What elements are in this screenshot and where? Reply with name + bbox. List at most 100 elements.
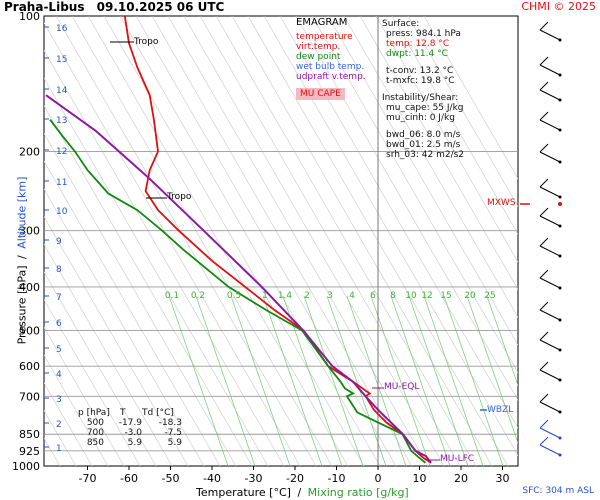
mixing-ratio-line: [195, 295, 256, 466]
wind-barb: [539, 29, 561, 41]
wind-barb: [539, 151, 561, 163]
y-axis-alt-label: Altitude [km]: [15, 176, 29, 249]
wind-barb-dot: [558, 160, 562, 164]
table-row: 850 5.9 5.9: [78, 438, 182, 448]
km-tick-label: 11: [56, 178, 67, 188]
km-tick-label: 15: [56, 55, 67, 65]
dry-adiabat: [0, 16, 12, 466]
dry-adiabat: [44, 326, 125, 466]
dry-adiabat: [44, 49, 285, 466]
mixing-ratio-label: 10: [405, 291, 417, 301]
wind-barb: [539, 64, 561, 76]
km-tick-label: 5: [56, 345, 62, 355]
dry-adiabat: [327, 16, 518, 346]
km-tick-label: 9: [56, 237, 62, 247]
dry-adiabat: [71, 16, 333, 466]
dry-adiabat: [44, 132, 237, 466]
dry-adiabat: [375, 16, 518, 263]
dry-adiabat: [87, 16, 349, 466]
mixing-ratio-label: 25: [484, 291, 495, 301]
wind-barb: [539, 339, 561, 351]
dry-adiabat: [44, 382, 93, 466]
x-tick-label: -60: [120, 472, 138, 485]
p-tick-label: 300: [19, 225, 40, 238]
km-tick-label: 6: [56, 319, 62, 329]
wind-barb: [539, 119, 561, 131]
legend-dew-point: dew point: [296, 52, 341, 62]
mixing-ratio-label: 0.5: [227, 291, 241, 301]
mu-cinh-value: mu_cinh: 0 J/kg: [386, 113, 455, 123]
dry-adiabat: [44, 354, 109, 466]
p-tick-label: 1000: [12, 460, 40, 473]
x-tick-label: -50: [162, 472, 180, 485]
series-line-temperature: [123, 16, 432, 464]
mixing-ratio-line: [168, 295, 229, 466]
x-tick-label: 10: [413, 472, 427, 485]
x-tick-label: -40: [203, 472, 221, 485]
bwd-01-value: bwd_01: 2.5 m/s: [386, 140, 461, 150]
copyright: CHMI © 2025: [521, 0, 596, 13]
wind-barb-dot: [558, 318, 562, 322]
wind-barb-flag: [539, 301, 549, 311]
table-header-p: p [hPa]: [78, 408, 110, 418]
table-header-t: T: [120, 408, 126, 418]
mixing-ratio-label: 1: [262, 291, 268, 301]
station-name: Praha-Libus: [4, 0, 85, 14]
wind-barb-flag: [539, 393, 549, 403]
table-row: 500 -17.9 -18.3: [78, 418, 182, 428]
dry-adiabat: [183, 16, 445, 466]
surface-title: Surface:: [382, 19, 420, 29]
srh-03-value: srh_03: 42 m2/s2: [386, 150, 465, 160]
table-cell-td: 5.9: [167, 438, 182, 448]
wind-barb-dot: [558, 436, 562, 440]
dry-adiabat: [44, 105, 253, 466]
wind-barb-flag: [539, 56, 549, 66]
dry-adiabat: [215, 16, 477, 466]
station-title: Praha-Libus 09.10.2025 06 UTC: [4, 0, 224, 14]
table-cell-t: -3.0: [124, 428, 142, 438]
wind-barb-flag: [539, 419, 549, 429]
surface-press: press: 984.1 hPa: [386, 29, 461, 39]
mixing-ratio-line: [326, 295, 387, 466]
p-tick-label: 400: [19, 281, 40, 294]
mixing-ratio-label: 12: [421, 291, 432, 301]
wind-barb: [539, 186, 561, 198]
p-tick-label: 600: [19, 360, 40, 373]
x-tick-label: -20: [286, 472, 304, 485]
series-line-udpraft-v-temp-: [45, 94, 432, 464]
wind-barb-flag: [539, 178, 549, 188]
mu-eql-label: MU-EQL: [384, 382, 420, 392]
plot-frame: [43, 15, 519, 467]
dry-adiabat: [391, 16, 518, 235]
p-tick-label: 925: [19, 445, 40, 458]
table-cell-td: -7.5: [164, 428, 182, 438]
mixing-ratio-label: 2: [304, 291, 310, 301]
table-cell-p: 500: [86, 418, 104, 428]
wind-barb: [539, 444, 561, 456]
surface-dwpt: dwpt: 11.4 °C: [386, 49, 448, 59]
dry-adiabat: [135, 16, 397, 466]
legend-temperature: temperature: [296, 32, 353, 42]
y-axis-sep: /: [15, 255, 29, 259]
p-tick-label: 850: [19, 428, 40, 441]
t-conv: t-conv: 13.2 °C: [386, 66, 454, 76]
x-tick-label: 30: [496, 472, 510, 485]
x-axis-sep: /: [297, 486, 302, 499]
km-tick-label: 4: [56, 370, 62, 380]
mixing-ratio-line: [443, 295, 504, 466]
km-tick-label: 7: [56, 293, 62, 303]
mixing-ratio-line: [230, 295, 291, 466]
km-tick-label: 16: [56, 24, 68, 34]
dry-adiabat: [199, 16, 461, 466]
mixing-ratio-label: 0.1: [165, 291, 179, 301]
mu-cape-badge: MU CAPE: [296, 88, 345, 100]
mixing-ratio-label: 0.2: [191, 291, 205, 301]
mxws-label: MXWS: [487, 198, 516, 208]
mixing-ratio-line: [370, 295, 431, 466]
mixing-ratio-label: 3: [327, 291, 333, 301]
mixing-ratio-label: 1.4: [278, 291, 293, 301]
legend-updraft: udpraft v.temp.: [296, 72, 366, 82]
legend-wet-bulb: wet bulb temp.: [296, 62, 365, 72]
x-tick-label: 0: [375, 472, 382, 485]
